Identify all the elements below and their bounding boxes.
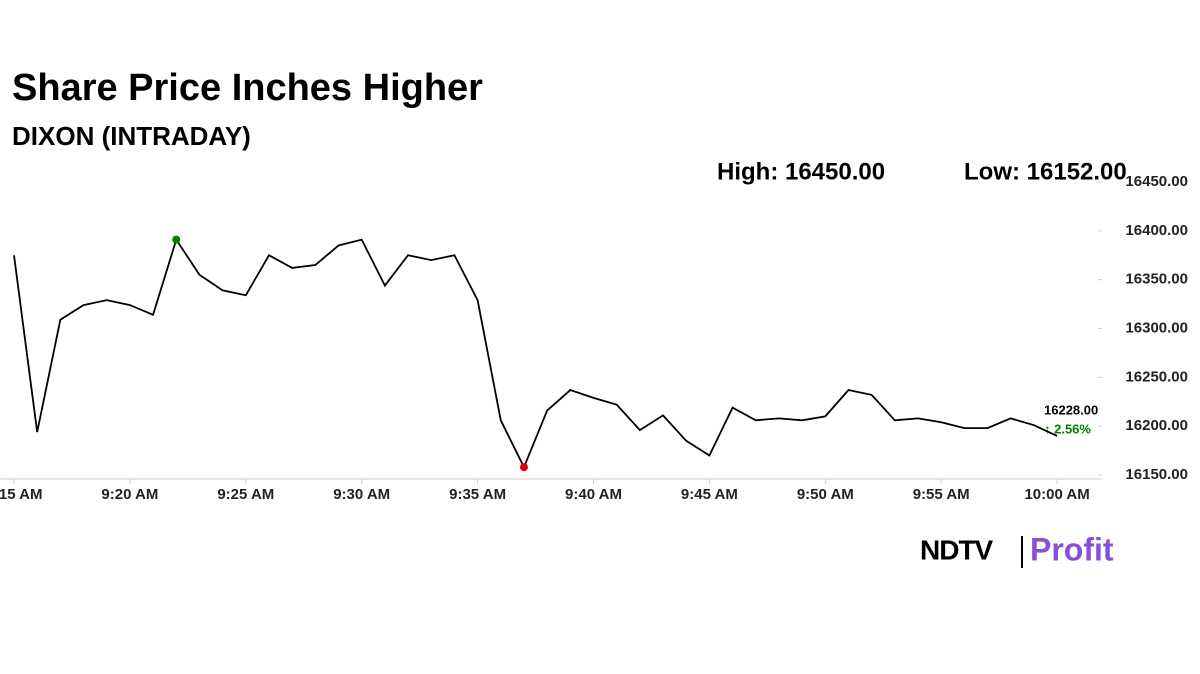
x-tick-label: 9:25 AM	[217, 486, 274, 503]
y-tick-label: 16450.00	[1125, 173, 1188, 190]
y-tick-label: 16300.00	[1125, 319, 1188, 336]
y-tick-label: 16200.00	[1125, 417, 1188, 434]
chart-title: Share Price Inches Higher	[12, 67, 483, 109]
y-tick-label: 16150.00	[1125, 466, 1188, 483]
low-dot	[519, 463, 528, 472]
high-label: High: 16450.00	[717, 158, 885, 185]
y-tick-label: 16350.00	[1125, 271, 1188, 288]
x-tick-label: 9:15 AM	[0, 486, 42, 503]
last-price: 16228.00	[1044, 402, 1098, 417]
price-line	[13, 237, 1058, 470]
y-tick-label: 16400.00	[1125, 222, 1188, 239]
change: ↑ 2.56%	[1044, 421, 1091, 436]
x-tick-label: 9:30 AM	[333, 486, 390, 503]
x-tick-label: 9:55 AM	[913, 486, 970, 503]
chart-subtitle: DIXON (INTRADAY)	[12, 121, 251, 151]
x-tick-label: 9:35 AM	[449, 486, 506, 503]
low-label: Low: 16152.00	[964, 158, 1127, 185]
brand-ndtv: NDTV	[920, 534, 994, 565]
x-tick-label: 9:45 AM	[681, 486, 738, 503]
brand-profit: Profit	[1030, 531, 1114, 567]
x-tick-label: 9:50 AM	[797, 486, 854, 503]
high-dot	[172, 235, 181, 244]
x-tick-label: 10:00 AM	[1024, 486, 1089, 503]
y-tick-label: 16250.00	[1125, 368, 1188, 385]
x-tick-label: 9:20 AM	[101, 486, 158, 503]
x-tick-label: 9:40 AM	[565, 486, 622, 503]
